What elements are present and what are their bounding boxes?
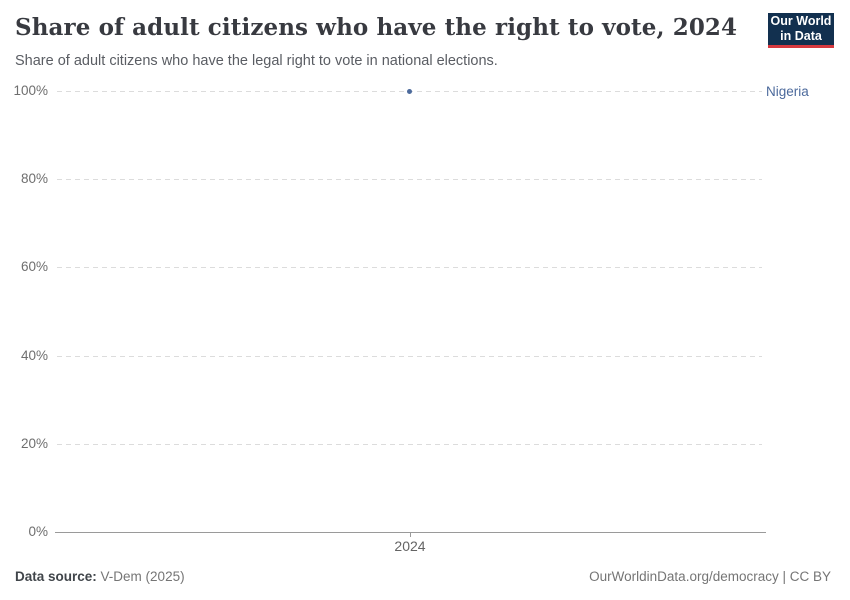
series-entity-label[interactable]: Nigeria	[766, 84, 809, 99]
gridline	[57, 267, 762, 269]
x-axis-tick-label: 2024	[394, 538, 426, 554]
y-axis-tick-label: 60%	[20, 259, 48, 275]
license-link[interactable]: OurWorldinData.org/democracy | CC BY	[589, 569, 831, 584]
owid-logo-line2: in Data	[780, 29, 822, 43]
y-axis-tick-label: 0%	[28, 524, 48, 539]
data-source-label: Data source:	[15, 569, 97, 584]
y-axis-tick-label: 100%	[13, 83, 48, 98]
y-axis-tick-label: 40%	[20, 347, 48, 363]
y-axis-tick-label: 20%	[20, 435, 48, 451]
data-point[interactable]	[407, 88, 412, 94]
chart-subtitle: Share of adult citizens who have the leg…	[15, 53, 498, 69]
gridline	[57, 443, 762, 445]
owid-logo[interactable]: Our World in Data	[768, 13, 834, 48]
data-source-value: V-Dem (2025)	[100, 569, 185, 584]
x-axis-line	[55, 532, 766, 533]
gridline	[57, 179, 762, 181]
owid-logo-line1: Our World	[770, 13, 832, 28]
y-axis-tick-label: 80%	[20, 171, 48, 187]
data-source-note: Data source: V-Dem (2025)	[15, 569, 185, 584]
chart-title: Share of adult citizens who have the rig…	[15, 14, 738, 41]
x-axis-tick-mark	[409, 532, 411, 537]
gridline	[57, 355, 762, 357]
